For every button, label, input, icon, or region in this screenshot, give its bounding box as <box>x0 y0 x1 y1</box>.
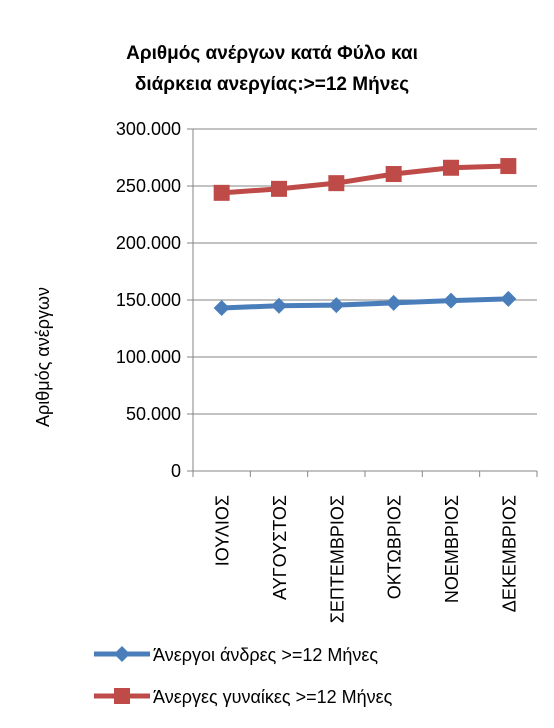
y-tick-label: 250.000 <box>116 176 181 196</box>
series-layer <box>213 158 517 316</box>
x-tick-label: ΝΟΕΜΒΡΙΟΣ <box>442 495 462 603</box>
y-axis-label: Αριθμός ανέργων <box>33 287 53 427</box>
legend-label: Άνεργοι άνδρες >=12 Μήνες <box>153 645 378 665</box>
square-marker <box>328 175 345 192</box>
chart-title-line-2: διάρκεια ανεργίας:>=12 Μήνες <box>135 74 409 95</box>
chart-title-line-1: Αριθμός ανέργων κατά Φύλο και <box>126 43 418 64</box>
y-tick-label: 0 <box>171 461 181 481</box>
series-line <box>221 163 509 196</box>
legend-square-marker <box>114 688 130 704</box>
legend-label: Άνεργες γυναίκες >=12 Μήνες <box>153 687 393 707</box>
series-2 <box>213 158 517 201</box>
x-tick-label: ΔΕΚΕΜΒΡΙΟΣ <box>499 495 519 612</box>
square-marker <box>385 166 402 183</box>
square-marker <box>213 184 230 201</box>
y-tick-label: 50.000 <box>126 404 181 424</box>
gridlines <box>193 128 537 415</box>
y-tick-label: 300.000 <box>116 119 181 139</box>
diamond-marker <box>213 299 230 316</box>
square-marker <box>500 158 517 175</box>
legend: Άνεργοι άνδρες >=12 Μήνες Άνεργες γυναίκε… <box>94 645 393 707</box>
x-tick-label: ΟΚΤΩΒΡΙΟΣ <box>385 495 405 599</box>
legend-item: Άνεργοι άνδρες >=12 Μήνες <box>94 645 378 665</box>
x-tick-label: ΣΕΠΤΕΜΒΡΙΟΣ <box>327 495 347 623</box>
y-axis-ticks: 0 50.000 100.000 150.000 200.000 250.000 300.0… <box>116 119 193 481</box>
diamond-marker <box>385 294 402 311</box>
diamond-marker <box>500 290 517 307</box>
diamond-marker <box>271 297 287 314</box>
series-line <box>221 296 509 311</box>
x-tick-label: ΑΥΓΟΥΣΤΟΣ <box>270 495 290 600</box>
x-axis-ticks: ΙΟΥΛΙΟΣ ΑΥΓΟΥΣΤΟΣ ΣΕΠΤΕΜΒΡΙΟΣ ΟΚΤΩΒΡΙΟΣ ΝΟΕΜ… <box>192 471 538 623</box>
legend-item: Άνεργες γυναίκες >=12 Μήνες <box>94 687 393 707</box>
square-marker <box>443 159 459 176</box>
y-tick-label: 150.000 <box>116 290 181 310</box>
legend-diamond-marker <box>114 646 130 662</box>
y-tick-label: 100.000 <box>116 347 181 367</box>
diamond-marker <box>328 297 345 314</box>
x-tick-label: ΙΟΥΛΙΟΣ <box>213 495 233 566</box>
square-marker <box>271 180 287 197</box>
diamond-marker <box>443 292 459 309</box>
y-tick-label: 200.000 <box>116 233 181 253</box>
series-1 <box>213 290 517 316</box>
